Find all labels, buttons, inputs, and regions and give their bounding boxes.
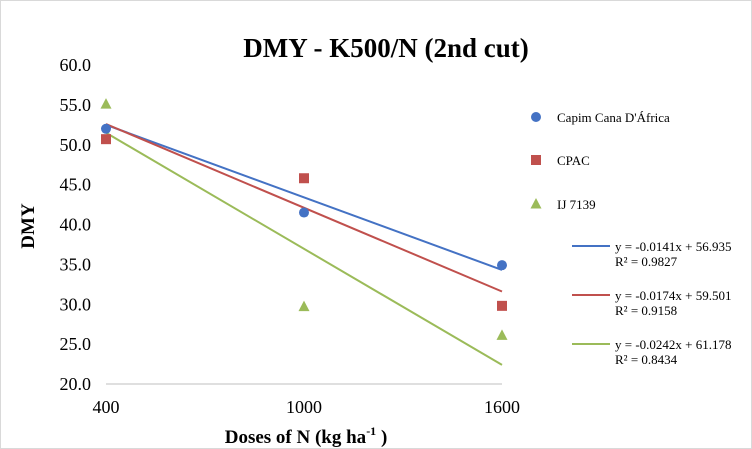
data-point	[497, 300, 507, 311]
x-tick-label: 1600	[484, 397, 520, 417]
x-axis-title-text: Doses of N (kg ha	[225, 427, 367, 448]
legend: Capim Cana D'África CPAC IJ 7139 y = -0.014…	[530, 110, 732, 367]
trendline	[105, 131, 503, 366]
trendline-r-squared: R² = 0.8434	[615, 352, 678, 367]
x-axis-title: Doses of N (kg ha-1 )	[225, 424, 388, 448]
chart-title: DMY - K500/N (2nd cut)	[243, 33, 528, 63]
legend-label: IJ 7139	[557, 197, 596, 212]
data-point	[299, 207, 309, 218]
x-axis-ticks: 400 1000 1600	[93, 397, 521, 417]
y-tick-label: 25.0	[60, 334, 92, 354]
trendline-equation: y = -0.0242x + 61.178	[615, 337, 732, 352]
y-tick-label: 45.0	[60, 175, 92, 195]
data-point	[299, 173, 309, 184]
data-point	[496, 329, 508, 340]
legend-label: CPAC	[557, 153, 590, 168]
y-tick-label: 50.0	[60, 135, 92, 155]
x-axis-title-superscript: -1	[366, 424, 376, 438]
trendline-r-squared: R² = 0.9158	[615, 303, 677, 318]
x-tick-label: 1000	[286, 397, 322, 417]
data-point	[100, 98, 112, 109]
y-axis-ticks: 20.0 25.0 30.0 35.0 40.0 45.0 50.0 55.0 60.0	[60, 55, 92, 394]
trendline-equation: y = -0.0141x + 56.935	[615, 239, 732, 254]
x-axis-title-suffix: )	[376, 427, 387, 448]
data-point	[101, 123, 111, 134]
y-tick-label: 55.0	[60, 95, 92, 115]
plot-area	[100, 98, 508, 385]
legend-marker	[530, 198, 542, 209]
legend-label: Capim Cana D'África	[557, 110, 670, 125]
data-point	[298, 300, 310, 312]
data-markers	[100, 98, 508, 340]
trendline-r-squared: R² = 0.9827	[615, 254, 678, 269]
y-tick-label: 35.0	[60, 254, 92, 274]
y-tick-label: 60.0	[60, 55, 92, 75]
legend-marker	[531, 155, 541, 165]
legend-marker	[531, 112, 541, 122]
y-tick-label: 20.0	[60, 374, 92, 394]
data-point	[101, 134, 111, 145]
y-axis-title: DMY	[18, 203, 39, 249]
y-tick-label: 40.0	[60, 215, 92, 235]
x-tick-label: 400	[93, 397, 120, 417]
data-point	[497, 260, 507, 271]
trendline	[105, 123, 503, 271]
trendline-equation: y = -0.0174x + 59.501	[615, 288, 732, 303]
y-tick-label: 30.0	[60, 294, 92, 314]
